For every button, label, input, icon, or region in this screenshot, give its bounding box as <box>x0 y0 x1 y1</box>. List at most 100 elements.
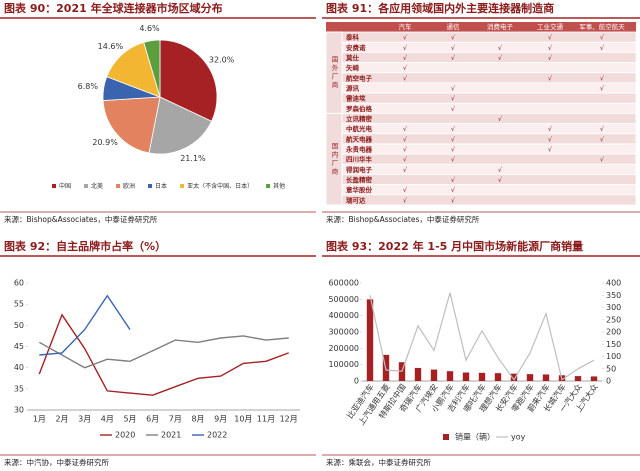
table-row <box>341 163 637 175</box>
y-tick-label: 100000 <box>328 360 359 369</box>
series-line <box>39 294 131 356</box>
bar <box>446 371 454 381</box>
group-label: 国内厂商 <box>330 142 338 176</box>
series-line <box>38 313 289 396</box>
bar <box>510 373 518 381</box>
column-header: 军事、航空航天 <box>579 22 625 31</box>
check-cell: √ <box>600 84 605 92</box>
pie-slice <box>106 41 161 98</box>
check-cell: √ <box>403 196 408 204</box>
row-name: 意华股份 <box>346 185 373 194</box>
y2-tick-label: 400 <box>606 279 621 288</box>
y2-tick-label: 200 <box>606 328 621 337</box>
check-cell: √ <box>548 54 553 62</box>
row-name: 中航光电 <box>346 124 373 133</box>
legend-label: 其他 <box>273 182 285 190</box>
check-cell: √ <box>403 146 408 154</box>
check-cell: √ <box>498 115 503 123</box>
legend-label: 2021 <box>161 431 181 440</box>
table-row <box>341 72 637 84</box>
check-cell: √ <box>451 186 456 194</box>
check-cell: √ <box>403 156 408 164</box>
bar <box>494 373 502 381</box>
x-tick-label: 4月 <box>101 415 114 424</box>
y2-tick-label: 100 <box>606 352 621 361</box>
check-cell: √ <box>600 156 605 164</box>
x-tick-label: 3月 <box>78 415 91 424</box>
panel-title: 图表 91：各应用领域国内外主要连接器制造商 <box>326 1 554 15</box>
legend-label: yoy <box>511 433 526 442</box>
row-name: 永贵电器 <box>345 145 373 154</box>
source: 来源：Bishop&Associates，中泰证券研究所 <box>326 214 480 224</box>
y-tick-label: 300000 <box>328 328 359 337</box>
check-cell: √ <box>600 44 605 52</box>
bar <box>430 369 438 381</box>
y-tick-label: 40 <box>14 363 24 372</box>
legend-label: 中国 <box>59 182 71 190</box>
check-cell: √ <box>451 54 456 62</box>
data-label: 4.6% <box>139 24 160 33</box>
y-tick-label: 45 <box>14 342 24 351</box>
panel-title: 图表 90：2021 年全球连接器市场区域分布 <box>4 1 223 15</box>
legend-label: 2020 <box>115 431 135 440</box>
check-cell: √ <box>403 166 408 174</box>
check-cell: √ <box>403 34 408 42</box>
check-cell: √ <box>451 95 456 103</box>
table-row <box>341 174 637 186</box>
data-label: 21.1% <box>180 154 206 163</box>
check-cell: √ <box>548 34 553 42</box>
check-cell: √ <box>403 64 408 72</box>
legend-swatch <box>52 184 56 188</box>
y-tick-label: 60 <box>14 279 24 288</box>
table-row <box>341 102 637 114</box>
table-row <box>341 62 637 74</box>
table-row <box>341 153 637 165</box>
row-name: 源讯 <box>346 83 360 92</box>
check-cell: √ <box>498 54 503 62</box>
legend-swatch <box>443 434 449 440</box>
row-name: 长盈精密 <box>346 175 373 184</box>
column-header: 汽车 <box>399 22 413 31</box>
source: 来源：乘联会，中泰证券研究所 <box>326 457 431 467</box>
data-label: 14.6% <box>98 42 124 51</box>
row-name: 泰科 <box>345 33 360 42</box>
check-cell: √ <box>451 125 456 133</box>
bar <box>574 376 582 381</box>
row-name: 雷迪埃 <box>346 94 366 103</box>
check-cell: √ <box>600 125 605 133</box>
x-tick-label: 10月 <box>234 415 252 424</box>
x-tick-label: 5月 <box>123 415 136 424</box>
bar <box>414 367 422 381</box>
check-cell: √ <box>403 44 408 52</box>
check-cell: √ <box>498 44 503 52</box>
check-cell: √ <box>498 166 503 174</box>
legend-label: 2022 <box>207 431 227 440</box>
y-tick-label: 500000 <box>328 295 359 304</box>
check-cell: √ <box>600 34 605 42</box>
data-label: 32.0% <box>209 56 235 65</box>
y2-tick-label: 150 <box>606 340 621 349</box>
row-name: 瑞可达 <box>346 195 366 204</box>
legend-label: 日本 <box>155 182 167 190</box>
pie-slice <box>143 39 161 98</box>
source: 来源：中汽协，中泰证券研究所 <box>4 457 109 467</box>
x-tick-label: 7月 <box>169 415 182 424</box>
table-row <box>341 92 637 104</box>
pie-slice <box>148 96 213 155</box>
check-cell: √ <box>403 54 408 62</box>
column-header: 工业交通 <box>537 22 564 31</box>
series-line <box>38 335 289 369</box>
row-name: 航空电子 <box>346 73 373 82</box>
x-tick-label: 2月 <box>55 415 68 424</box>
x-tick-label: 8月 <box>191 415 204 424</box>
check-cell: √ <box>403 74 408 82</box>
legend-swatch <box>116 184 121 188</box>
check-cell: √ <box>600 74 605 82</box>
x-tick-label: 12月 <box>280 415 298 424</box>
x-tick-label: 6月 <box>146 415 159 424</box>
bar <box>542 374 550 381</box>
column-header: 通信 <box>447 22 461 31</box>
check-cell: √ <box>403 135 408 143</box>
panel-title: 图表 93：2022 年 1-5 月中国市场新能源厂商销量 <box>326 239 583 253</box>
